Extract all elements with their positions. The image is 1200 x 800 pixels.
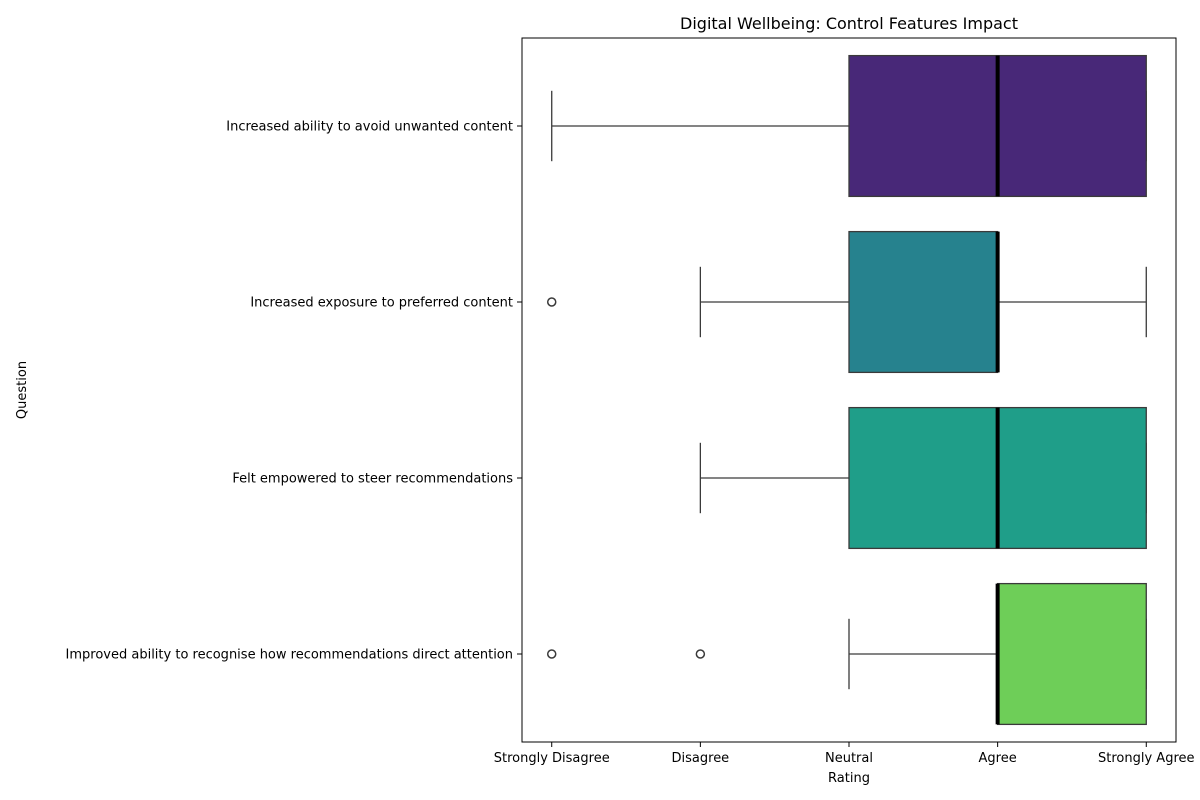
chart-title: Digital Wellbeing: Control Features Impa… [680,14,1018,33]
y-axis-label: Question [15,361,30,419]
outlier-point [695,649,706,659]
x-axis-label: Rating [828,771,870,786]
x-tick-label: Agree [979,751,1017,766]
y-tick-label: Increased exposure to preferred content [250,296,513,311]
x-tick-label: Strongly Agree [1098,751,1195,766]
box-group [551,54,1147,198]
box [996,582,1147,726]
x-tick-label: Disagree [672,751,730,766]
outlier-point [546,649,557,659]
outlier-point [546,297,557,307]
x-tick-label: Strongly Disagree [494,751,610,766]
plot-area [546,54,1147,726]
y-tick-label: Improved ability to recognise how recomm… [66,648,513,663]
box-group [546,230,1147,374]
y-axis: Increased ability to avoid unwanted cont… [66,120,522,663]
box-group [699,406,1147,550]
y-tick-label: Felt empowered to steer recommendations [232,472,513,487]
x-tick-label: Neutral [825,751,873,766]
box [848,230,999,374]
x-axis: Strongly Disagree Disagree Neutral Agree Str… [494,742,1195,766]
box-group [546,582,1147,726]
y-tick-label: Increased ability to avoid unwanted cont… [226,120,513,135]
